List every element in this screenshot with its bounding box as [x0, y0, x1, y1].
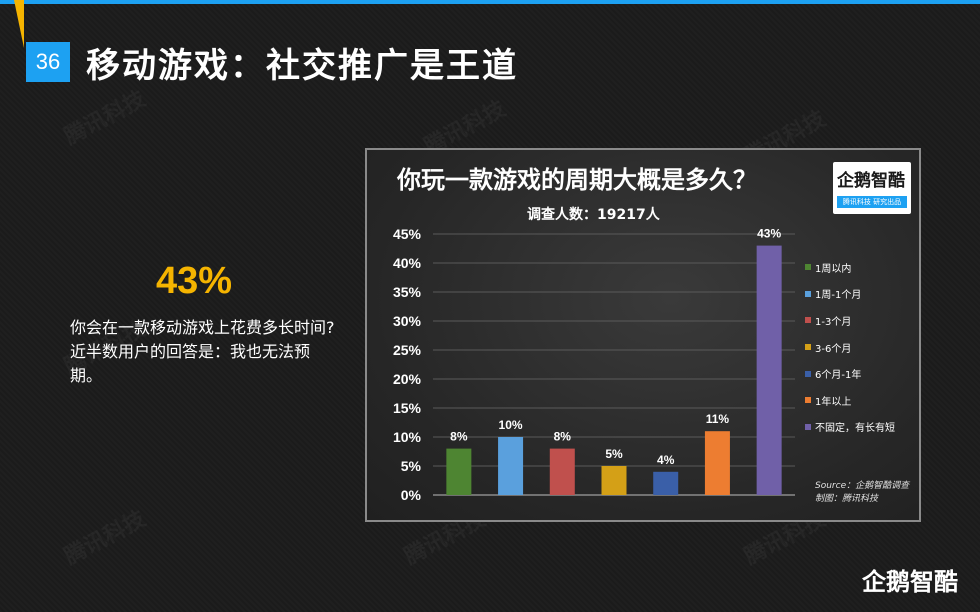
- legend-swatch: [805, 264, 811, 271]
- y-tick-label: 25%: [393, 342, 422, 358]
- corner-triangle-decoration: [14, 0, 24, 48]
- legend-item: 1年以上: [805, 387, 917, 414]
- legend-swatch: [805, 423, 811, 430]
- data-label: 43%: [757, 227, 781, 241]
- legend-item: 1-3个月: [805, 307, 917, 334]
- legend-item: 不固定，有长有短: [805, 414, 917, 441]
- data-label: 8%: [554, 430, 572, 444]
- data-label: 8%: [450, 430, 468, 444]
- y-tick-label: 10%: [393, 429, 422, 445]
- y-tick-label: 0%: [401, 487, 422, 503]
- description-line: 你会在一款移动游戏上花费多长时间?: [70, 318, 335, 337]
- credit-line: 制图：腾讯科技: [815, 494, 879, 504]
- bar: [704, 431, 730, 495]
- legend-label: 3-6个月: [815, 343, 852, 355]
- legend-item: 6个月-1年: [805, 360, 917, 387]
- brand-logo: 企鹅智酷: [862, 568, 958, 596]
- chart-panel: 你玩一款游戏的周期大概是多久？ 调查人数：19217人 企鹅智酷 腾讯科技 研究…: [365, 148, 921, 522]
- description: 你会在一款移动游戏上花费多长时间? 近半数用户的回答是：我也无法预期。: [70, 316, 340, 388]
- logo-badge: 企鹅智酷 腾讯科技 研究出品: [833, 162, 911, 214]
- bar: [756, 245, 782, 495]
- logo-tagline: 腾讯科技 研究出品: [837, 196, 907, 208]
- legend-label: 1年以上: [815, 396, 852, 408]
- legend-swatch: [805, 344, 811, 351]
- big-stat: 43%: [156, 260, 233, 302]
- page-number: 36: [26, 42, 70, 82]
- data-label: 11%: [706, 412, 730, 426]
- legend-swatch: [805, 370, 811, 377]
- legend-swatch: [805, 290, 811, 297]
- legend-label: 1周-1个月: [815, 290, 862, 302]
- bar: [653, 471, 679, 495]
- legend-item: 1周以内: [805, 254, 917, 281]
- y-tick-label: 30%: [393, 313, 422, 329]
- legend-label: 不固定，有长有短: [815, 423, 895, 435]
- legend-swatch: [805, 397, 811, 404]
- y-tick-label: 45%: [393, 226, 422, 242]
- watermark-text: 腾讯科技: [58, 81, 151, 151]
- data-label: 4%: [657, 453, 675, 467]
- bar: [498, 437, 524, 495]
- y-tick-label: 40%: [393, 255, 422, 271]
- legend-swatch: [805, 317, 811, 324]
- legend-label: 6个月-1年: [815, 370, 862, 382]
- chart-subtitle: 调查人数：19217人: [527, 207, 660, 223]
- description-line: 近半数用户的回答是：我也无法预期。: [70, 342, 311, 385]
- bar-chart: 0% 5% 10% 15% 20% 25% 30% 35% 40% 45% 8% 10% 8% 5% 4% 1…: [393, 226, 795, 503]
- data-label: 10%: [499, 418, 523, 432]
- y-tick-label: 35%: [393, 284, 422, 300]
- legend-label: 1-3个月: [815, 316, 852, 328]
- bar: [601, 466, 627, 495]
- y-tick-label: 5%: [401, 458, 422, 474]
- y-tick-label: 15%: [393, 400, 422, 416]
- page-title: 移动游戏：社交推广是王道: [86, 46, 518, 86]
- y-tick-label: 20%: [393, 371, 422, 387]
- top-accent-bar: [0, 0, 980, 4]
- logo-name: 企鹅智酷: [837, 171, 905, 191]
- source-line: Source：企鹅智酷调查: [815, 481, 910, 491]
- bar: [446, 448, 472, 495]
- chart-title: 你玩一款游戏的周期大概是多久？: [397, 166, 757, 194]
- legend-label: 1周以内: [815, 263, 852, 275]
- source-note: Source：企鹅智酷调查 制图：腾讯科技: [815, 480, 909, 506]
- watermark-text: 腾讯科技: [58, 501, 151, 571]
- bar: [549, 448, 575, 495]
- legend-item: 3-6个月: [805, 334, 917, 361]
- data-label: 5%: [605, 447, 623, 461]
- legend-item: 1周-1个月: [805, 281, 917, 308]
- chart-legend: 1周以内 1周-1个月 1-3个月 3-6个月 6个月-1年 1年以上不固定，有长有短: [805, 254, 917, 440]
